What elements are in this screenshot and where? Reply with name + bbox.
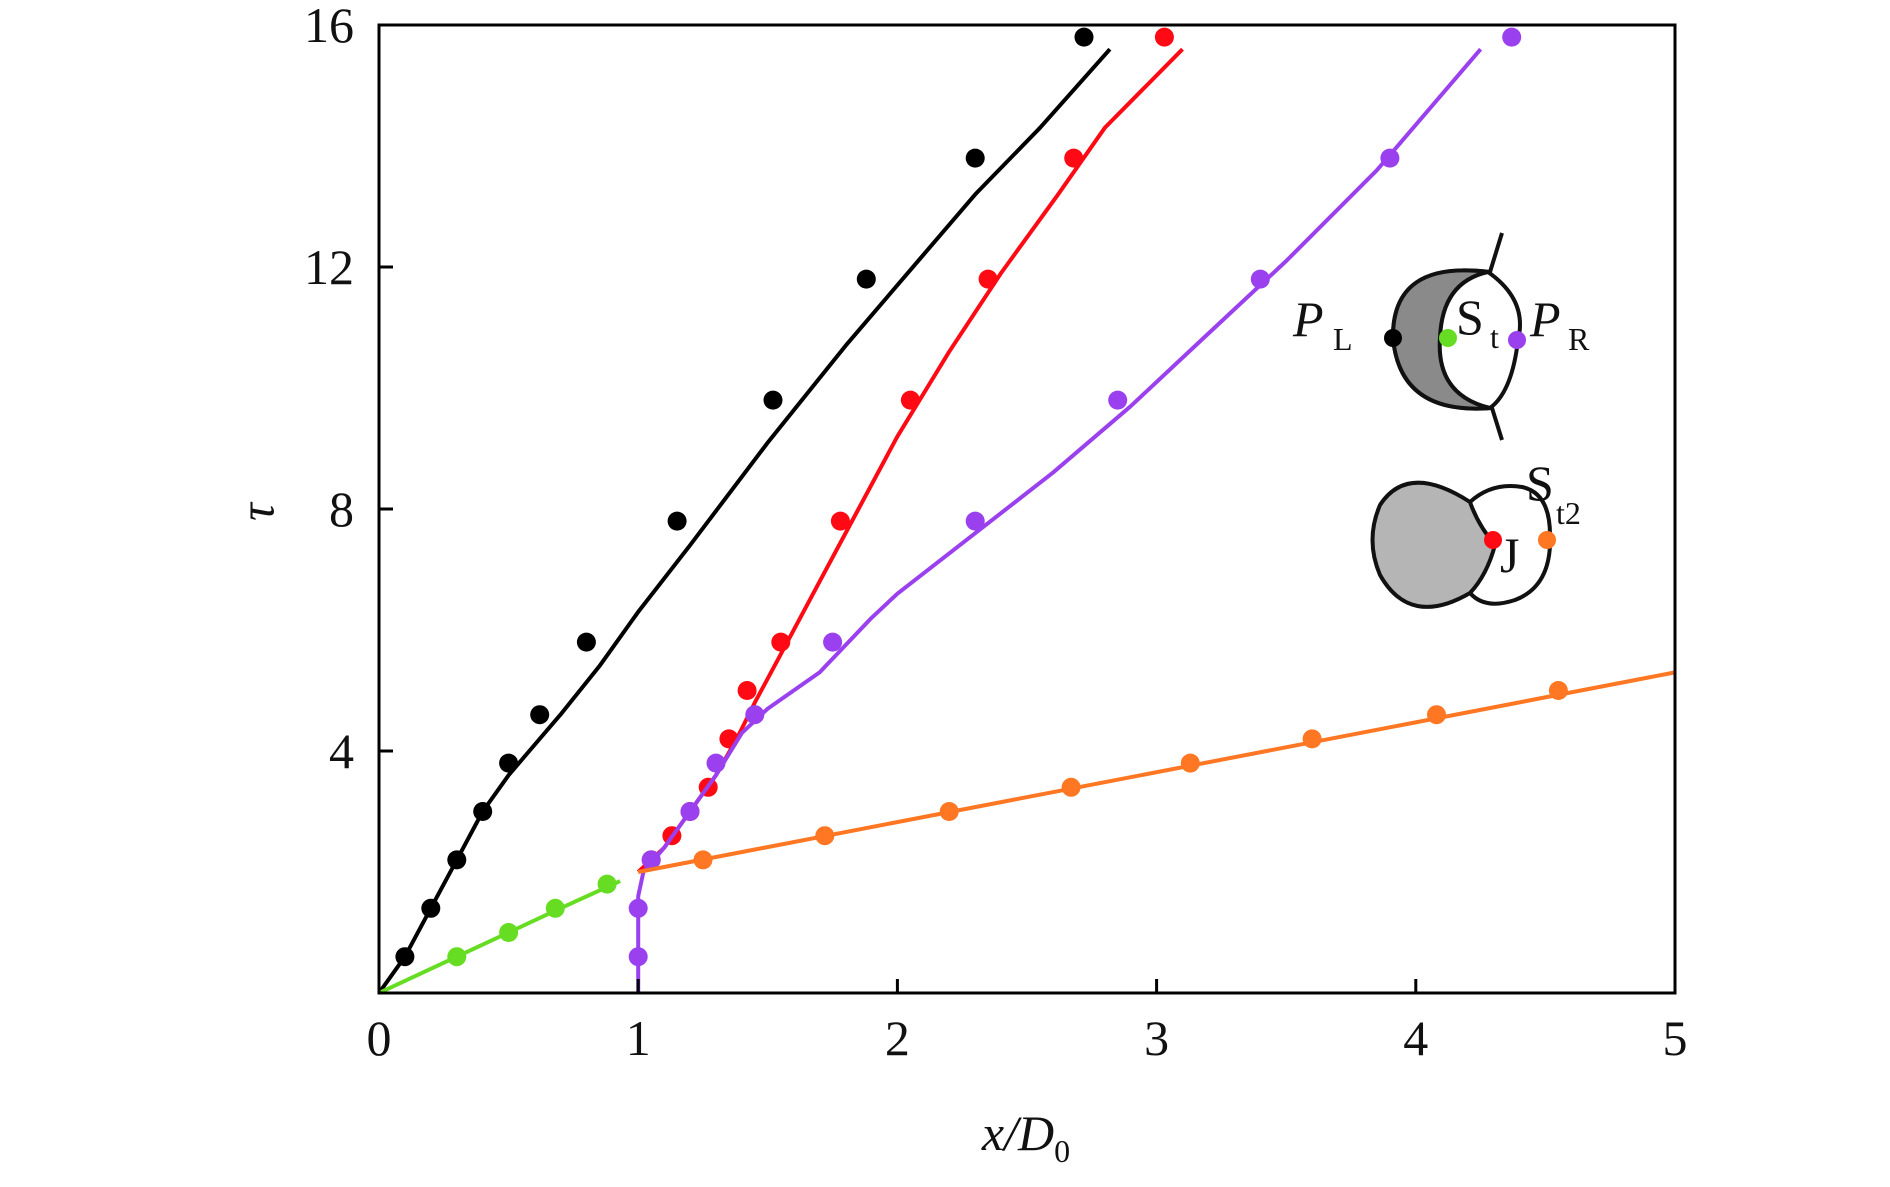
inset-bottom-gray-drop — [1370, 480, 1498, 609]
inset-label-st: S — [1456, 289, 1484, 345]
x-tick-label: 2 — [885, 1010, 910, 1066]
data-point-st-3 — [597, 874, 617, 894]
plot-frame — [377, 23, 1677, 995]
y-axis-label: τ — [228, 501, 284, 521]
data-point-pr-5 — [745, 705, 765, 725]
series-line-st2 — [637, 670, 1676, 874]
inset-marker-j — [1484, 531, 1502, 549]
data-point-st2-5 — [1302, 729, 1322, 749]
data-point-pr-10 — [1380, 148, 1400, 168]
inset-top-gray-shell — [1390, 268, 1491, 411]
series-line-pl — [377, 47, 1112, 995]
data-point-j-9 — [978, 269, 998, 289]
x-axis-label-sub: 0 — [1054, 1133, 1070, 1169]
data-point-pr-6 — [823, 632, 843, 652]
data-point-pl-9 — [856, 269, 876, 289]
data-point-pr-1 — [628, 898, 648, 918]
data-point-pr-4 — [706, 753, 726, 773]
inset-marker-st — [1439, 329, 1457, 347]
y-tick-label: 16 — [304, 0, 354, 53]
data-point-st2-4 — [1180, 753, 1200, 773]
data-point-pl-8 — [763, 390, 783, 410]
series-st2 — [637, 670, 1676, 874]
inset-label-pr-sub: R — [1568, 321, 1590, 357]
data-point-j-10 — [1064, 148, 1084, 168]
data-point-pr-0 — [628, 947, 648, 967]
inset-diagram-bottom: S t2 J — [1370, 455, 1581, 609]
data-point-st-1 — [499, 923, 519, 942]
data-point-pl-4 — [499, 753, 519, 773]
inset-label-j: J — [1500, 527, 1519, 583]
x-tick-label: 5 — [1663, 1010, 1688, 1066]
data-point-pr-2 — [641, 850, 661, 870]
series-st — [378, 874, 621, 995]
data-point-pr-9 — [1250, 269, 1270, 289]
x-axis-label: x/D0 — [981, 1105, 1070, 1169]
data-point-pl-1 — [421, 898, 441, 918]
y-tick-label: 4 — [329, 723, 354, 779]
data-point-j-5 — [737, 681, 757, 700]
x-tick-label: 3 — [1144, 1010, 1169, 1066]
x-tick-label: 4 — [1403, 1010, 1428, 1066]
data-point-pl-0 — [395, 947, 415, 967]
data-point-st2-0 — [693, 850, 713, 870]
data-point-st2-7 — [1548, 681, 1568, 700]
data-point-j-7 — [830, 511, 850, 531]
inset-marker-pr — [1508, 331, 1526, 349]
inset-diagram-top: P L S t P R — [1292, 232, 1590, 441]
inset-label-st2: S — [1526, 455, 1554, 511]
data-point-pr-8 — [1108, 390, 1128, 410]
inset-label-pl: P — [1292, 291, 1324, 347]
chart-marks — [377, 27, 1676, 995]
data-point-pr-3 — [680, 802, 700, 821]
y-tick-label: 8 — [329, 481, 354, 537]
data-point-pr-11 — [1502, 27, 1522, 47]
data-point-st-2 — [545, 898, 565, 918]
inset-label-st-sub: t — [1490, 319, 1499, 355]
inset-marker-st2 — [1538, 531, 1556, 549]
data-point-st-0 — [447, 947, 467, 967]
y-tick-label: 12 — [304, 239, 354, 295]
data-point-pl-11 — [1074, 27, 1094, 47]
data-point-st2-6 — [1427, 705, 1446, 725]
x-tick-label: 0 — [367, 1010, 392, 1066]
series-pl — [377, 27, 1112, 995]
inset-marker-pl — [1384, 329, 1402, 347]
x-tick-label: 1 — [626, 1010, 651, 1066]
data-point-pl-6 — [576, 632, 596, 652]
inset-label-pr: P — [1529, 291, 1561, 347]
data-point-j-8 — [900, 390, 920, 410]
data-point-pl-3 — [473, 802, 493, 821]
data-point-st2-3 — [1061, 777, 1081, 797]
data-point-j-6 — [771, 632, 791, 652]
series-j — [636, 27, 1184, 874]
inset-label-pl-sub: L — [1333, 321, 1353, 357]
data-point-pl-5 — [530, 705, 550, 725]
series-line-j — [636, 47, 1184, 874]
data-point-pr-7 — [965, 511, 985, 531]
x-axis-label-main: x/D — [981, 1105, 1054, 1161]
inset-label-st2-sub: t2 — [1556, 495, 1581, 531]
data-point-pl-10 — [965, 148, 985, 168]
data-point-pl-7 — [667, 511, 687, 531]
data-point-pl-2 — [447, 850, 467, 870]
data-point-st2-2 — [939, 802, 959, 821]
data-point-st2-1 — [815, 826, 835, 846]
data-point-j-11 — [1154, 27, 1174, 47]
